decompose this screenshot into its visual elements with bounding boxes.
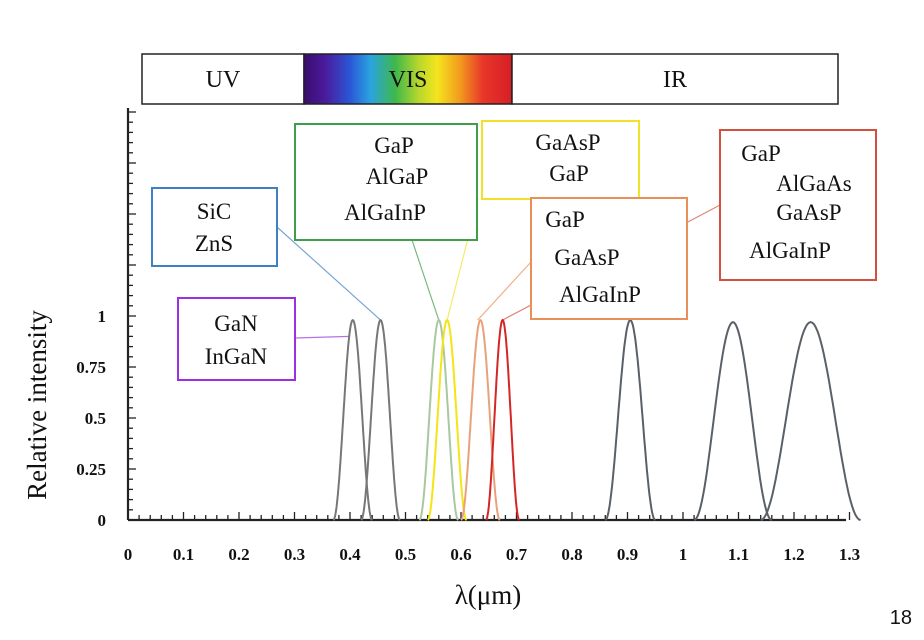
annotation-yellow-line1: GaAsP <box>535 130 600 155</box>
annotation-red-line1: GaP <box>741 141 781 166</box>
axes: 0 0.1 0.2 0.3 0.4 0.5 0.6 0.7 0.8 0.9 1 1.1 1.2 1.3 0… <box>76 108 860 564</box>
x-tick-label: 1 <box>679 545 688 564</box>
y-tick-label: 1 <box>98 307 107 326</box>
annotation-gan-box <box>177 297 296 381</box>
spectrum-curve <box>460 318 501 521</box>
spectrum-curve <box>760 321 861 521</box>
x-tick-label: 0.6 <box>450 545 471 564</box>
y-axis-ticks: 0 0.25 0.5 0.75 1 <box>76 111 136 530</box>
spectrum-curve <box>485 318 520 521</box>
band-ir <box>511 53 839 105</box>
spectrum-curve <box>332 318 373 521</box>
annotation-sic-line1: SiC <box>197 199 232 224</box>
x-tick-label: 0.9 <box>617 545 638 564</box>
x-axis-ticks: 0 0.1 0.2 0.3 0.4 0.5 0.6 0.7 0.8 0.9 1 1.1 1.2 1.3 <box>124 512 860 564</box>
annotation-red-line2: AlGaAs <box>776 171 851 196</box>
annotation-yellow-line2: GaP <box>549 161 589 186</box>
annotation-gan-line1: GaN <box>214 311 258 336</box>
annotation-red-box <box>719 129 877 281</box>
x-tick-label: 0.8 <box>561 545 582 564</box>
annotation-sic: SiC ZnS <box>151 187 278 267</box>
band-vis-label: VIS <box>389 67 428 93</box>
annotation-gan-line2: InGaN <box>205 344 268 369</box>
annotation-connector <box>276 226 381 321</box>
x-tick-label: 0.2 <box>228 545 249 564</box>
spectrum-curve <box>604 318 656 521</box>
band-vis <box>303 53 513 105</box>
spectrum-curve <box>693 320 773 521</box>
annotation-orange-line3: AlGaInP <box>559 282 641 307</box>
band-uv <box>141 53 305 105</box>
annotation-orange-box <box>530 197 688 320</box>
annotation-green: GaP AlGaP AlGaInP <box>294 123 478 241</box>
annotation-red-line3: GaAsP <box>776 200 841 225</box>
y-tick-label: 0 <box>98 511 107 530</box>
x-tick-label: 0.4 <box>339 545 361 564</box>
y-tick-label: 0.5 <box>85 409 106 428</box>
spectrum-curve <box>360 318 401 521</box>
x-tick-label: 0 <box>124 545 133 564</box>
band-uv-label: UV <box>206 67 241 93</box>
x-tick-label: 1.3 <box>839 545 860 564</box>
annotation-connector <box>477 261 532 321</box>
x-tick-label: 0.5 <box>395 545 416 564</box>
y-axis-title: Relative intensity <box>22 310 52 500</box>
spectrum-curve <box>418 318 459 521</box>
x-axis-title: λ(μm) <box>455 580 522 610</box>
annotation-sic-box <box>151 187 278 267</box>
band-ir-label: IR <box>663 67 687 93</box>
annotation-green-line3: AlGaInP <box>344 200 426 225</box>
annotation-yellow: GaAsP GaP <box>481 120 640 200</box>
spectrum-curve <box>427 318 468 521</box>
page-number: 18 <box>889 607 912 629</box>
annotation-red: GaP AlGaAs GaAsP AlGaInP <box>719 129 877 281</box>
x-tick-label: 1.2 <box>783 545 804 564</box>
annotation-orange-line2: GaAsP <box>554 245 619 270</box>
annotation-connector <box>411 239 440 321</box>
annotation-connector <box>294 335 351 339</box>
y-tick-label: 0.25 <box>76 460 106 479</box>
annotation-orange-line1: GaP <box>545 207 585 232</box>
x-tick-label: 1.1 <box>728 545 749 564</box>
y-tick-label: 0.75 <box>76 358 106 377</box>
annotation-orange: GaP GaAsP AlGaInP <box>530 197 688 320</box>
spectrum-band-bar: UV VIS IR <box>141 53 839 105</box>
x-tick-label: 0.1 <box>173 545 194 564</box>
annotation-green-line1: GaP <box>374 133 414 158</box>
annotation-gan: GaN InGaN <box>177 297 296 381</box>
spectrum-curves <box>332 318 861 521</box>
annotation-sic-line2: ZnS <box>195 231 233 256</box>
annotation-green-box <box>294 123 478 241</box>
annotation-yellow-box <box>481 120 640 200</box>
x-tick-label: 0.7 <box>506 545 528 564</box>
annotation-red-line4: AlGaInP <box>749 238 831 263</box>
x-tick-label: 0.3 <box>284 545 305 564</box>
annotation-green-line2: AlGaP <box>366 164 429 189</box>
